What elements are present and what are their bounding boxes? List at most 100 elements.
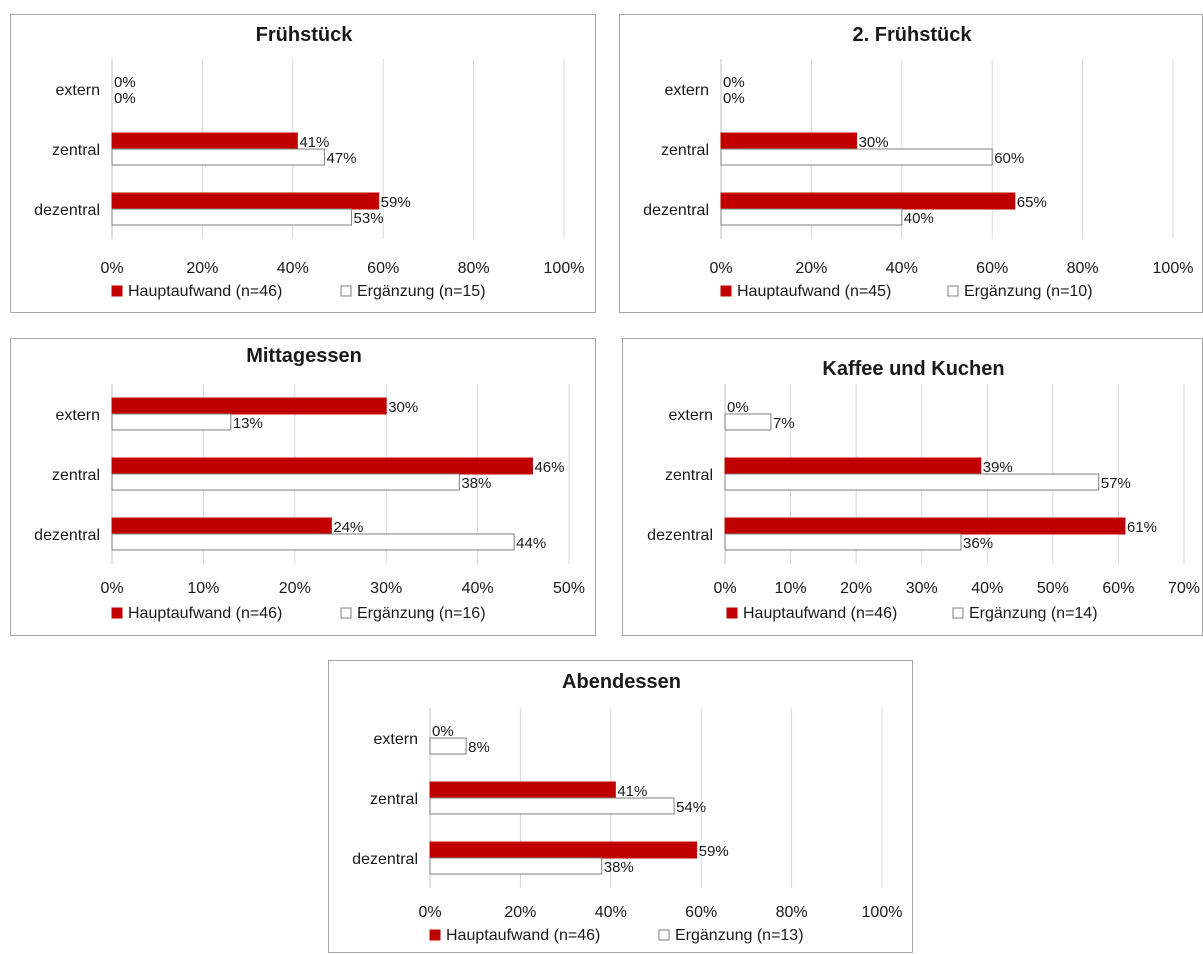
data-label: 59%: [381, 194, 411, 211]
chart-title: Mittagessen: [246, 345, 362, 367]
x-tick-label: 70%: [1168, 580, 1200, 597]
category-label-dezentral: dezentral: [647, 527, 713, 544]
bar-dezentral-ergaenzung: [720, 208, 903, 226]
category-label-extern: extern: [669, 407, 713, 424]
category-label-zentral: zentral: [52, 467, 100, 484]
legend-swatch: [111, 607, 123, 619]
data-label: 24%: [333, 519, 363, 536]
bar-extern-ergaenzung: [429, 737, 467, 755]
legend-label: Ergänzung (n=14): [969, 605, 1098, 622]
data-label: 41%: [617, 783, 647, 800]
chart-svg: Kaffee und Kuchen 0% 10% 20% 30% 40% 50% 60% 70%…: [647, 358, 1200, 622]
legend-swatch: [658, 929, 670, 941]
x-tick-label: 100%: [1153, 260, 1194, 277]
legend-swatch: [720, 285, 732, 297]
bar-dezentral-ergaenzung: [429, 857, 603, 875]
x-tick-label: 0%: [100, 580, 123, 597]
data-label: 44%: [516, 535, 546, 552]
x-tick-label: 40%: [277, 260, 309, 277]
legend-swatch: [340, 285, 352, 297]
data-label: 41%: [299, 134, 329, 151]
x-tick-label: 20%: [186, 260, 218, 277]
legend-label: Ergänzung (n=15): [357, 283, 486, 300]
data-label: 61%: [1127, 519, 1157, 536]
data-label: 30%: [859, 134, 889, 151]
x-tick-label: 60%: [1102, 580, 1134, 597]
category-label-extern: extern: [56, 407, 100, 424]
x-tick-label: 40%: [971, 580, 1003, 597]
category-label-zentral: zentral: [370, 791, 418, 808]
bar-extern-hauptaufwand: [111, 397, 387, 415]
x-tick-label: 100%: [862, 904, 903, 921]
bar-zentral-hauptaufwand: [724, 457, 982, 475]
data-label: 59%: [699, 843, 729, 860]
chart-svg: Mittagessen 0% 10% 20% 30% 40% 50% extern 30% 13%…: [34, 345, 585, 622]
bar-zentral-hauptaufwand: [111, 132, 298, 150]
data-label: 53%: [354, 210, 384, 227]
bar-zentral-ergaenzung: [429, 797, 675, 815]
legend-label: Hauptaufwand (n=46): [128, 605, 282, 622]
data-label: 30%: [388, 399, 418, 416]
x-tick-label: 80%: [776, 904, 808, 921]
data-label: 0%: [432, 723, 454, 740]
data-label: 39%: [983, 459, 1013, 476]
data-label: 0%: [114, 90, 136, 107]
x-tick-label: 20%: [504, 904, 536, 921]
x-tick-label: 60%: [976, 260, 1008, 277]
x-tick-label: 0%: [709, 260, 732, 277]
data-label: 13%: [233, 415, 263, 432]
category-label-zentral: zentral: [52, 142, 100, 159]
x-tick-label: 20%: [795, 260, 827, 277]
bar-dezentral-hauptaufwand: [724, 517, 1126, 535]
data-label: 7%: [773, 415, 795, 432]
data-label: 60%: [994, 150, 1024, 167]
category-label-dezentral: dezentral: [34, 202, 100, 219]
x-tick-label: 60%: [685, 904, 717, 921]
x-tick-label: 100%: [544, 260, 585, 277]
category-label-extern: extern: [665, 82, 709, 99]
data-label: 40%: [904, 210, 934, 227]
legend-label: Ergänzung (n=16): [357, 605, 486, 622]
bar-dezentral-hauptaufwand: [111, 517, 332, 535]
chart-title: Abendessen: [562, 671, 681, 693]
x-tick-label: 40%: [462, 580, 494, 597]
x-tick-label: 80%: [1067, 260, 1099, 277]
bar-zentral-ergaenzung: [720, 148, 993, 166]
bar-zentral-hauptaufwand: [720, 132, 858, 150]
chart-svg: Abendessen 0% 20% 40% 60% 80% 100% extern 0% 8% ze…: [352, 671, 903, 944]
x-tick-label: 20%: [840, 580, 872, 597]
legend-swatch: [947, 285, 959, 297]
legend-swatch: [111, 285, 123, 297]
x-tick-label: 40%: [595, 904, 627, 921]
legend-swatch: [726, 607, 738, 619]
chart-panel-abendessen: Abendessen 0% 20% 40% 60% 80% 100% extern 0% 8% ze…: [328, 660, 913, 953]
data-label: 0%: [114, 74, 136, 91]
data-label: 47%: [326, 150, 356, 167]
x-tick-label: 30%: [370, 580, 402, 597]
x-tick-label: 0%: [100, 260, 123, 277]
data-label: 0%: [723, 74, 745, 91]
bar-dezentral-hauptaufwand: [111, 192, 380, 210]
bar-dezentral-hauptaufwand: [429, 841, 698, 859]
x-tick-label: 30%: [906, 580, 938, 597]
category-label-extern: extern: [374, 731, 418, 748]
chart-panel-fruehstueck: Frühstück 0% 20% 40% 60% 80% 100% extern 0% 0% zen…: [10, 14, 596, 313]
legend-swatch: [952, 607, 964, 619]
legend-label: Hauptaufwand (n=45): [737, 283, 891, 300]
data-label: 8%: [468, 739, 490, 756]
data-label: 65%: [1017, 194, 1047, 211]
chart-panel-mittagessen: Mittagessen 0% 10% 20% 30% 40% 50% extern 30% 13%…: [10, 338, 596, 636]
bar-zentral-hauptaufwand: [429, 781, 616, 799]
chart-panel-2-fruehstueck: 2. Frühstück 0% 20% 40% 60% 80% 100% extern 0% 0%…: [619, 14, 1203, 313]
category-label-dezentral: dezentral: [34, 527, 100, 544]
legend-label: Hauptaufwand (n=46): [128, 283, 282, 300]
bar-dezentral-ergaenzung: [724, 533, 962, 551]
x-tick-label: 50%: [1037, 580, 1069, 597]
bar-zentral-ergaenzung: [724, 473, 1100, 491]
x-tick-label: 80%: [458, 260, 490, 277]
data-label: 46%: [534, 459, 564, 476]
x-tick-label: 20%: [279, 580, 311, 597]
bar-dezentral-ergaenzung: [111, 533, 515, 551]
